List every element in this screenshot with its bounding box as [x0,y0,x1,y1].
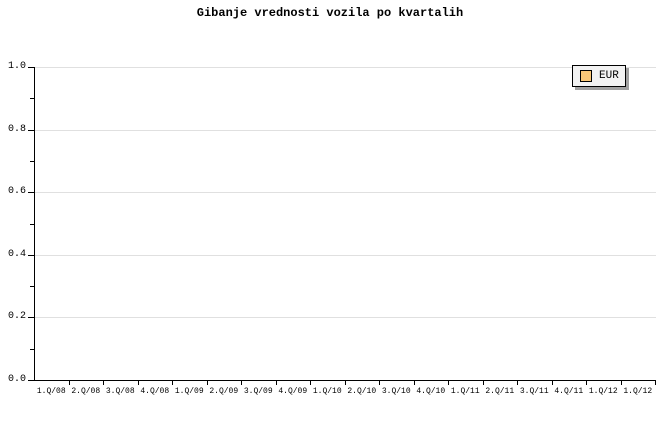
gridline [35,67,656,68]
x-tick [310,381,311,385]
y-major-tick [28,254,34,256]
gridline [35,129,656,131]
x-tick-label: 1.Q/10 [312,387,342,396]
legend-label: EUR [599,70,619,82]
x-tick-label: 2.Q/09 [209,387,239,396]
x-tick-label: 2.Q/11 [485,387,515,396]
x-tick-label: 3.Q/08 [105,387,135,396]
x-tick-label: 1.Q/09 [174,387,204,396]
x-tick [620,381,622,385]
gridline [35,317,656,319]
x-tick-label: 3.Q/11 [519,387,549,396]
x-tick [137,381,139,385]
x-tick-label: 4.Q/10 [416,387,446,396]
x-tick-label: 4.Q/09 [278,387,308,396]
y-major-tick [28,67,34,68]
x-tick [482,381,484,385]
x-tick-label: 1.Q/11 [450,387,480,396]
y-minor-tick [30,223,34,225]
gridline [35,254,656,256]
x-tick-label: 1.Q/12 [623,387,653,396]
x-tick [103,381,104,385]
plot-area [34,67,656,381]
x-tick-label: 4.Q/08 [140,387,170,396]
x-tick [206,381,208,385]
y-major-tick [28,192,34,194]
x-tick-label: 4.Q/11 [554,387,584,396]
x-tick-label: 2.Q/08 [71,387,101,396]
x-tick [655,381,656,385]
y-minor-tick [30,98,34,100]
x-tick [517,381,518,385]
y-major-tick [28,317,34,319]
y-tick-label: 0.2 [7,311,26,323]
legend: EUR [572,65,626,87]
y-major-tick [28,380,34,381]
x-tick [413,381,415,385]
legend-swatch-icon [580,70,592,82]
y-tick-label: 0.6 [7,186,26,198]
gridline [35,192,656,194]
x-tick-label: 3.Q/10 [381,387,411,396]
x-tick-label: 1.Q/12 [588,387,618,396]
x-tick [275,381,277,385]
chart-title: Gibanje vrednosti vozila po kvartalih [196,6,464,20]
y-minor-tick [30,160,34,162]
y-tick-label: 0.0 [7,374,26,385]
x-tick [551,381,553,385]
x-tick-label: 3.Q/09 [243,387,273,396]
x-tick-label: 1.Q/08 [36,387,66,396]
x-tick-label: 2.Q/10 [347,387,377,396]
x-tick [344,381,346,385]
x-tick [68,381,70,385]
y-tick-label: 0.8 [7,123,26,135]
x-tick [448,381,449,385]
y-major-tick [28,129,34,131]
y-minor-tick [30,348,34,350]
x-tick [172,381,173,385]
x-tick [586,381,587,385]
x-tick [241,381,242,385]
y-tick-label: 1.0 [7,61,26,72]
y-minor-tick [30,286,34,288]
y-tick-label: 0.4 [7,248,26,260]
x-tick [379,381,380,385]
